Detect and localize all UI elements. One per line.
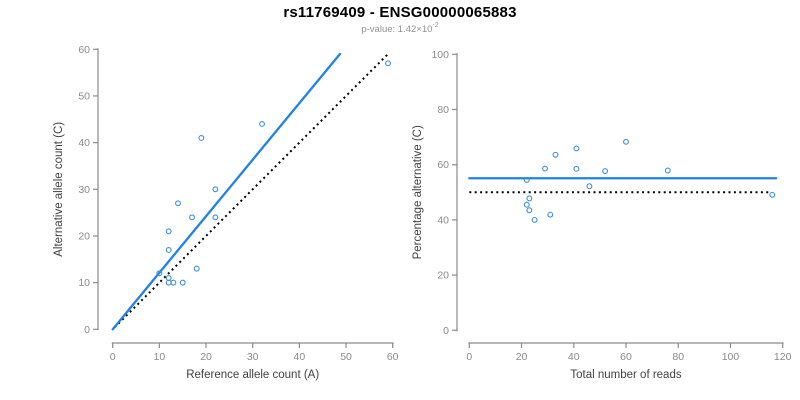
y-tick-label: 100 bbox=[431, 49, 449, 61]
data-point bbox=[547, 211, 554, 218]
data-point bbox=[385, 60, 391, 67]
data-point bbox=[623, 138, 629, 145]
data-point bbox=[586, 183, 593, 190]
data-point bbox=[573, 145, 580, 152]
x-tick-label: 30 bbox=[247, 351, 259, 363]
data-point bbox=[179, 279, 186, 286]
data-point bbox=[212, 186, 219, 193]
data-point bbox=[769, 191, 776, 198]
data-point bbox=[170, 279, 177, 286]
data-point bbox=[664, 167, 671, 174]
identity-line bbox=[113, 54, 388, 329]
data-point bbox=[552, 151, 559, 158]
x-axis-title: Reference allele count (A) bbox=[186, 369, 319, 381]
data-point bbox=[526, 195, 533, 202]
y-tick-label: 50 bbox=[78, 90, 90, 102]
x-tick-label: 50 bbox=[340, 351, 352, 363]
data-point bbox=[165, 275, 172, 281]
data-point bbox=[526, 207, 533, 214]
x-tick-label: 120 bbox=[774, 351, 792, 363]
y-axis-title: Percentage alternative (C) bbox=[412, 125, 424, 259]
chart-title: rs11769409 - ENSG00000065883 bbox=[283, 4, 517, 21]
data-point bbox=[193, 265, 200, 272]
data-point bbox=[189, 214, 195, 221]
data-point bbox=[523, 176, 530, 183]
y-tick-label: 60 bbox=[78, 44, 90, 56]
y-tick-label: 10 bbox=[78, 277, 90, 289]
x-tick-label: 80 bbox=[672, 351, 684, 363]
x-tick-label: 20 bbox=[516, 351, 528, 363]
regression-line bbox=[111, 52, 342, 331]
y-tick-label: 20 bbox=[437, 270, 449, 282]
y-tick-label: 40 bbox=[78, 137, 90, 149]
data-point bbox=[212, 214, 219, 221]
y-tick-label: 30 bbox=[78, 184, 90, 196]
x-tick-label: 100 bbox=[722, 351, 740, 363]
x-tick-label: 20 bbox=[200, 351, 212, 363]
x-tick-label: 40 bbox=[568, 351, 580, 363]
data-point bbox=[198, 135, 205, 141]
data-point bbox=[175, 200, 181, 207]
data-point bbox=[573, 165, 580, 172]
x-tick-label: 60 bbox=[387, 351, 399, 363]
y-tick-label: 60 bbox=[437, 159, 449, 171]
data-point bbox=[165, 228, 172, 235]
x-axis-title: Total number of reads bbox=[570, 369, 681, 381]
percentage-scatter-group: 0 20 40 60 80 100 0 20 40 60 80 100 120 Total number … bbox=[412, 49, 792, 381]
data-point bbox=[542, 165, 548, 172]
x-tick-label: 40 bbox=[294, 351, 306, 363]
x-tick-label: 10 bbox=[154, 351, 166, 363]
data-point bbox=[259, 121, 265, 127]
data-point bbox=[523, 201, 530, 208]
chart-header: rs11769409 - ENSG00000065883 p-value: 1.… bbox=[0, 4, 800, 35]
y-tick-label: 20 bbox=[78, 230, 90, 242]
y-tick-label: 0 bbox=[84, 324, 90, 336]
data-point bbox=[531, 216, 538, 223]
allele-count-scatter-group: 0 10 20 30 40 50 60 0 10 20 30 40 50 60 Reference alle… bbox=[53, 44, 399, 381]
y-tick-label: 80 bbox=[437, 104, 449, 116]
y-tick-label: 40 bbox=[437, 214, 449, 226]
x-tick-label: 60 bbox=[620, 351, 632, 363]
data-point bbox=[602, 168, 609, 174]
x-tick-label: 0 bbox=[110, 351, 116, 363]
pvalue-exponent: -2 bbox=[432, 22, 439, 29]
pvalue-text: p-value: 1.42×10 bbox=[361, 24, 433, 36]
data-point bbox=[165, 279, 172, 286]
y-tick-label: 0 bbox=[443, 325, 449, 337]
chart-subtitle: p-value: 1.42×10-2 bbox=[0, 22, 800, 36]
x-tick-label: 0 bbox=[466, 351, 472, 363]
y-axis-title: Alternative allele count (C) bbox=[53, 122, 65, 257]
data-point bbox=[165, 247, 172, 253]
data-point bbox=[156, 270, 163, 277]
